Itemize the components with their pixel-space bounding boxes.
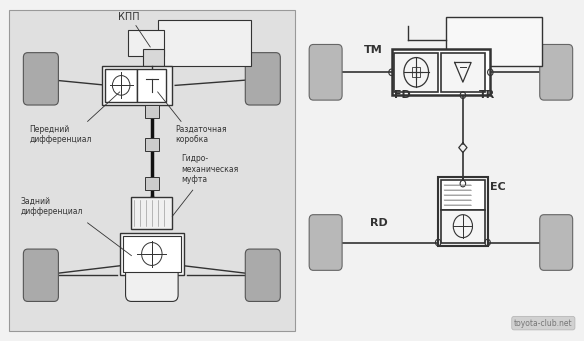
Bar (145, 138, 159, 151)
Text: toyota-club.net: toyota-club.net (514, 318, 573, 328)
Text: Передний
дифференциал: Передний дифференциал (29, 125, 92, 144)
Bar (412, 68, 420, 77)
Bar (102, 66, 172, 105)
Bar (391, 49, 491, 95)
Text: Раздаточная
коробка: Раздаточная коробка (175, 125, 227, 144)
Text: Гидро-
механическая
муфта: Гидро- механическая муфта (181, 154, 238, 184)
FancyBboxPatch shape (540, 215, 573, 270)
Text: TM: TM (364, 45, 383, 55)
Bar (105, 69, 137, 102)
Bar (131, 197, 172, 229)
Bar (143, 49, 164, 72)
FancyBboxPatch shape (540, 44, 573, 100)
Bar (123, 236, 181, 272)
Bar (438, 177, 488, 246)
Text: RD: RD (370, 218, 387, 228)
Bar (394, 53, 438, 92)
Bar (137, 69, 166, 102)
Text: КПП: КПП (117, 12, 140, 22)
FancyBboxPatch shape (309, 215, 342, 270)
Bar (446, 17, 543, 66)
FancyBboxPatch shape (23, 249, 58, 301)
FancyBboxPatch shape (126, 262, 178, 301)
Bar (120, 233, 184, 275)
FancyBboxPatch shape (23, 53, 58, 105)
Text: EC: EC (491, 182, 506, 192)
Bar (441, 53, 485, 92)
Bar (158, 20, 251, 66)
Text: Задний
дифференциал: Задний дифференциал (20, 197, 83, 216)
Bar (145, 177, 159, 190)
FancyBboxPatch shape (245, 53, 280, 105)
Bar (145, 105, 159, 118)
FancyBboxPatch shape (309, 44, 342, 100)
FancyBboxPatch shape (245, 249, 280, 301)
Bar (128, 30, 164, 56)
Bar (441, 180, 485, 210)
Text: TR: TR (479, 90, 496, 101)
Bar (441, 210, 485, 242)
Text: FD: FD (394, 90, 411, 101)
